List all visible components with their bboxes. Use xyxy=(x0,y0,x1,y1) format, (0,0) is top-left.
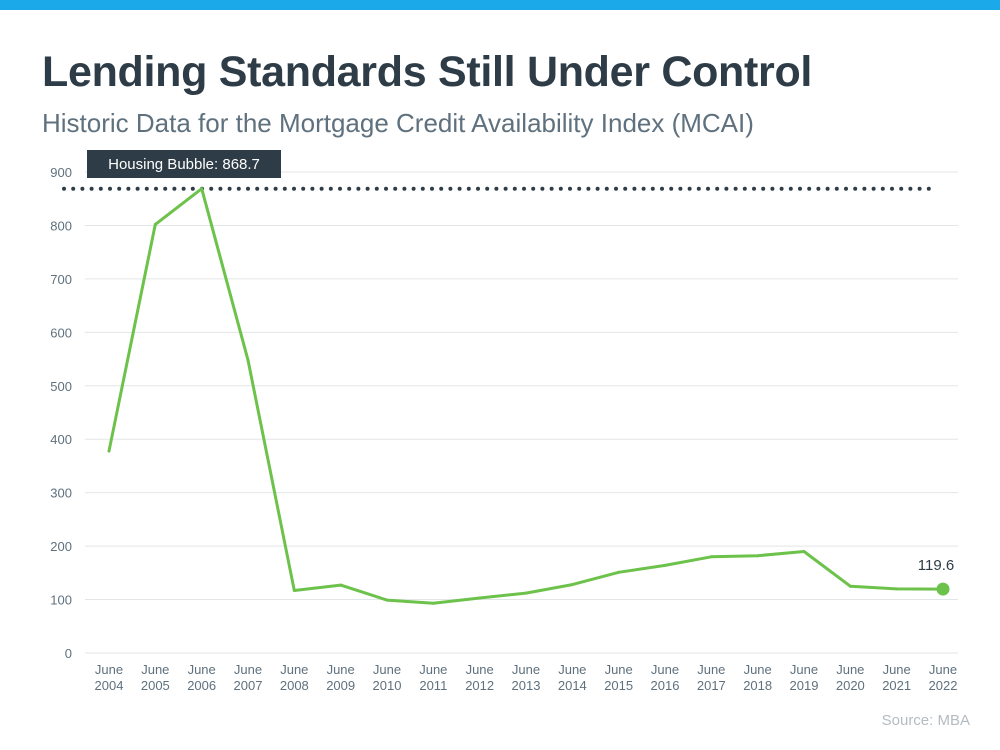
x-tick-label: 2015 xyxy=(604,678,633,693)
data-point xyxy=(431,601,435,605)
data-point xyxy=(153,222,157,226)
data-point xyxy=(709,555,713,559)
data-point xyxy=(848,584,852,588)
x-tick-label: 2016 xyxy=(651,678,680,693)
x-tick-label: 2013 xyxy=(512,678,541,693)
x-tick-label: 2022 xyxy=(929,678,958,693)
data-point xyxy=(524,591,528,595)
chart-title: Lending Standards Still Under Control xyxy=(42,48,813,96)
data-point xyxy=(802,549,806,553)
x-tick-label: June xyxy=(651,662,679,677)
data-point xyxy=(385,598,389,602)
x-tick-label: June xyxy=(558,662,586,677)
x-tick-label: 2019 xyxy=(790,678,819,693)
x-tick-label: 2005 xyxy=(141,678,170,693)
reference-label: Housing Bubble: 868.7 xyxy=(108,156,260,173)
data-point xyxy=(200,187,204,191)
x-tick-label: June xyxy=(836,662,864,677)
y-tick-label: 200 xyxy=(50,539,72,554)
x-tick-label: 2021 xyxy=(882,678,911,693)
x-tick-label: 2012 xyxy=(465,678,494,693)
data-point xyxy=(895,587,899,591)
data-point xyxy=(246,358,250,362)
y-tick-label: 300 xyxy=(50,486,72,501)
y-tick-label: 600 xyxy=(50,325,72,340)
x-tick-label: June xyxy=(419,662,447,677)
data-point xyxy=(756,554,760,558)
x-tick-label: 2017 xyxy=(697,678,726,693)
end-point-marker xyxy=(936,582,950,596)
top-accent-bar xyxy=(0,0,1000,10)
x-tick-label: June xyxy=(883,662,911,677)
x-tick-label: June xyxy=(466,662,494,677)
data-point xyxy=(478,596,482,600)
x-tick-label: June xyxy=(280,662,308,677)
x-tick-label: June xyxy=(744,662,772,677)
y-tick-label: 100 xyxy=(50,593,72,608)
x-tick-label: 2010 xyxy=(373,678,402,693)
x-tick-label: 2004 xyxy=(95,678,124,693)
series-line xyxy=(107,187,945,605)
x-tick-label: June xyxy=(697,662,725,677)
y-tick-label: 900 xyxy=(50,165,72,180)
x-tick-label: June xyxy=(95,662,123,677)
y-tick-label: 500 xyxy=(50,379,72,394)
data-point xyxy=(570,583,574,587)
data-point xyxy=(663,563,667,567)
y-tick-label: 700 xyxy=(50,272,72,287)
x-tick-label: June xyxy=(373,662,401,677)
data-point xyxy=(107,449,111,453)
x-tick-label: 2007 xyxy=(234,678,263,693)
chart-subtitle: Historic Data for the Mortgage Credit Av… xyxy=(42,108,754,138)
y-tick-label: 800 xyxy=(50,218,72,233)
source-note: Source: MBA xyxy=(881,712,970,729)
x-tick-label: 2014 xyxy=(558,678,587,693)
data-point xyxy=(339,583,343,587)
x-tick-label: June xyxy=(605,662,633,677)
y-tick-label: 400 xyxy=(50,432,72,447)
reference-label-box xyxy=(87,150,281,178)
x-tick-label: 2011 xyxy=(419,678,447,693)
x-tick-label: June xyxy=(141,662,169,677)
x-tick-label: June xyxy=(512,662,540,677)
x-tick-label: June xyxy=(327,662,355,677)
x-tick-label: 2020 xyxy=(836,678,865,693)
x-tick-label: June xyxy=(790,662,818,677)
x-tick-label: June xyxy=(188,662,216,677)
x-tick-label: June xyxy=(234,662,262,677)
x-tick-label: 2006 xyxy=(187,678,216,693)
x-tick-label: 2008 xyxy=(280,678,309,693)
x-tick-label: 2018 xyxy=(743,678,772,693)
x-tick-label: 2009 xyxy=(326,678,355,693)
end-point-label: 119.6 xyxy=(918,557,954,574)
x-tick-label: June xyxy=(929,662,957,677)
data-point xyxy=(617,570,621,574)
y-tick-label: 0 xyxy=(65,646,72,661)
data-point xyxy=(292,588,296,592)
